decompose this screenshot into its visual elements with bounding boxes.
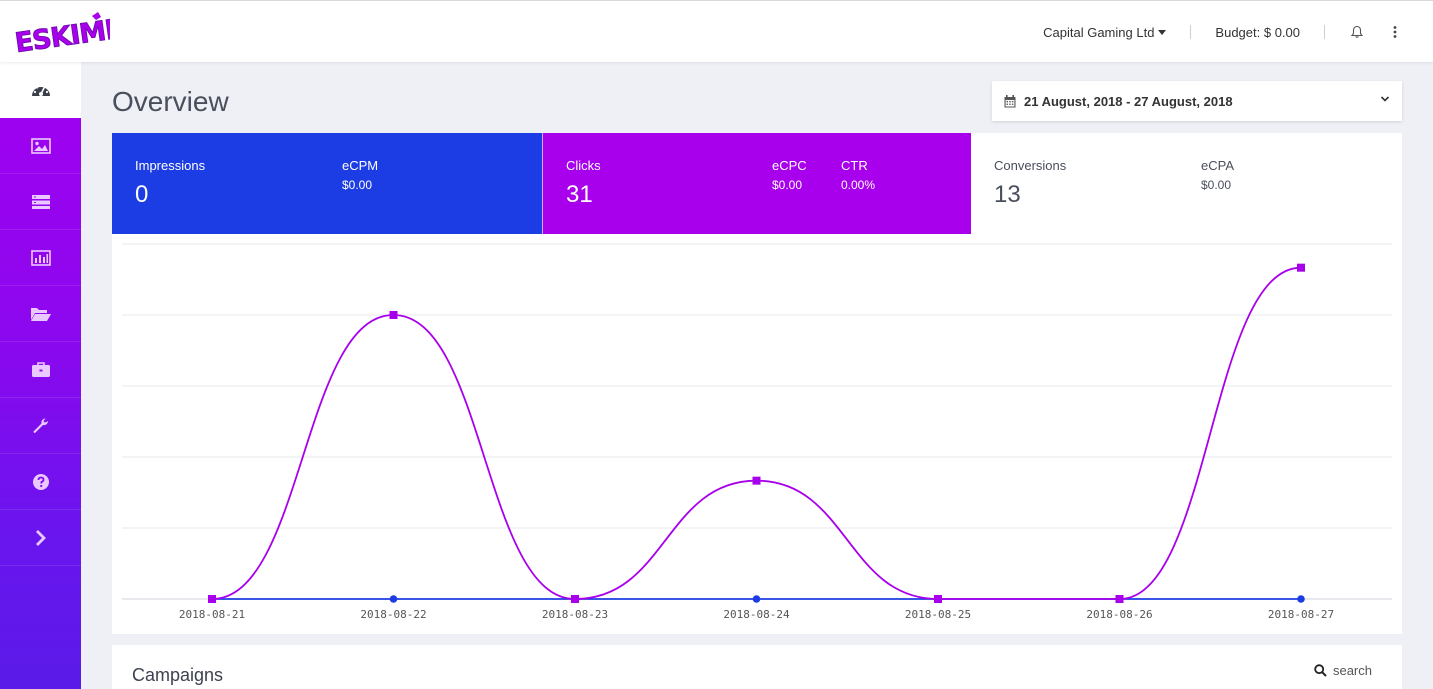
help-circle-icon <box>32 473 49 490</box>
ctr-label: CTR <box>841 158 868 173</box>
sidebar-item-reports[interactable] <box>0 230 81 286</box>
x-tick-label: 2018-08-27 <box>1268 608 1334 621</box>
account-name: Capital Gaming Ltd <box>1043 24 1155 40</box>
server-list-icon <box>31 194 50 209</box>
conversions-label: Conversions <box>994 158 1067 173</box>
conversions-card[interactable]: Conversions 13 eCPA $0.00 <box>971 133 1402 234</box>
date-range-value: 21 August, 2018 - 27 August, 2018 <box>1024 93 1233 109</box>
date-range-picker[interactable]: 21 August, 2018 - 27 August, 2018 <box>992 81 1402 121</box>
ecpa-label: eCPA <box>1201 158 1234 173</box>
line-chart: 2018-08-21 2018-08-22 2018-08-23 2018-08-24… <box>122 243 1392 621</box>
ecpa-value: $0.00 <box>1201 178 1232 192</box>
more-vertical-icon <box>1393 26 1397 38</box>
sidebar-item-files[interactable] <box>0 286 81 342</box>
data-point <box>208 595 216 603</box>
clicks-card[interactable]: Clicks 31 eCPC $0.00 CTR 0.00% <box>542 133 971 234</box>
data-point <box>1297 263 1305 272</box>
impressions-value: 0 <box>135 181 149 208</box>
chevron-down-icon <box>1380 96 1390 102</box>
conversions-value: 13 <box>994 181 1021 208</box>
eskimi-logo[interactable]: ESKIMI <box>10 8 110 56</box>
folder-open-icon <box>30 307 51 321</box>
data-point <box>752 595 761 603</box>
dashboard-gauge-icon <box>31 84 50 96</box>
calendar-icon <box>1004 94 1016 107</box>
clicks-label: Clicks <box>566 158 601 173</box>
ecpc-value: $0.00 <box>772 178 803 192</box>
x-tick-label: 2018-08-23 <box>542 608 608 621</box>
briefcase-icon <box>31 361 50 377</box>
x-tick-label: 2018-08-26 <box>1086 608 1152 621</box>
search-icon <box>1314 664 1327 677</box>
chevron-right-icon <box>35 529 46 546</box>
sidebar-item-creatives[interactable] <box>0 118 81 174</box>
bell-icon <box>1350 25 1364 38</box>
x-tick-label: 2018-08-24 <box>723 608 790 621</box>
svg-text:ESKIMI: ESKIMI <box>13 15 110 56</box>
top-bar: ESKIMI Capital Gaming Ltd Budget: $ 0.00 <box>0 0 1433 62</box>
account-switcher[interactable]: Capital Gaming Ltd <box>1043 24 1167 40</box>
sidebar <box>0 62 81 689</box>
x-tick-label: 2018-08-21 <box>179 608 245 621</box>
impressions-label: Impressions <box>135 158 206 173</box>
image-icon <box>30 137 51 154</box>
notifications-button[interactable] <box>1349 24 1365 40</box>
data-point <box>571 595 579 603</box>
sidebar-item-business[interactable] <box>0 342 81 398</box>
budget-display: Budget: $ 0.00 <box>1215 24 1300 40</box>
ecpm-value: $0.00 <box>342 178 373 192</box>
sidebar-item-dashboard[interactable] <box>0 62 81 118</box>
impressions-card[interactable]: Impressions 0 eCPM $0.00 <box>112 133 542 234</box>
more-menu-button[interactable] <box>1387 24 1403 40</box>
data-point <box>1297 595 1305 603</box>
sidebar-item-tools[interactable] <box>0 398 81 454</box>
campaigns-panel: Campaigns search <box>112 645 1402 689</box>
ecpm-label: eCPM <box>342 158 379 173</box>
caret-down-icon <box>1158 29 1167 35</box>
divider <box>1190 25 1192 39</box>
sidebar-item-campaigns[interactable] <box>0 174 81 230</box>
stats-summary: Impressions 0 eCPM $0.00 Clicks 31 eCPC … <box>112 133 1402 234</box>
data-point <box>1115 595 1124 603</box>
wrench-icon <box>33 417 48 433</box>
bar-chart-icon <box>30 249 51 266</box>
search-placeholder: search <box>1332 663 1372 678</box>
performance-chart: 2018-08-21 2018-08-22 2018-08-23 2018-08-24… <box>112 234 1402 634</box>
sidebar-item-help[interactable] <box>0 454 81 510</box>
page-title: Overview <box>112 86 229 117</box>
data-point <box>934 595 942 603</box>
campaign-search[interactable]: search <box>1314 663 1372 678</box>
x-tick-label: 2018-08-22 <box>360 608 426 621</box>
ctr-value: 0.00% <box>841 178 876 192</box>
campaigns-title: Campaigns <box>132 665 224 685</box>
divider <box>1324 25 1325 39</box>
data-point <box>389 595 398 603</box>
series-line <box>211 266 1302 600</box>
data-point <box>752 476 761 485</box>
ecpc-label: eCPC <box>772 158 807 173</box>
clicks-value: 31 <box>566 181 593 208</box>
x-tick-label: 2018-08-25 <box>905 608 971 621</box>
sidebar-expand-button[interactable] <box>0 510 81 566</box>
data-point <box>389 311 398 319</box>
